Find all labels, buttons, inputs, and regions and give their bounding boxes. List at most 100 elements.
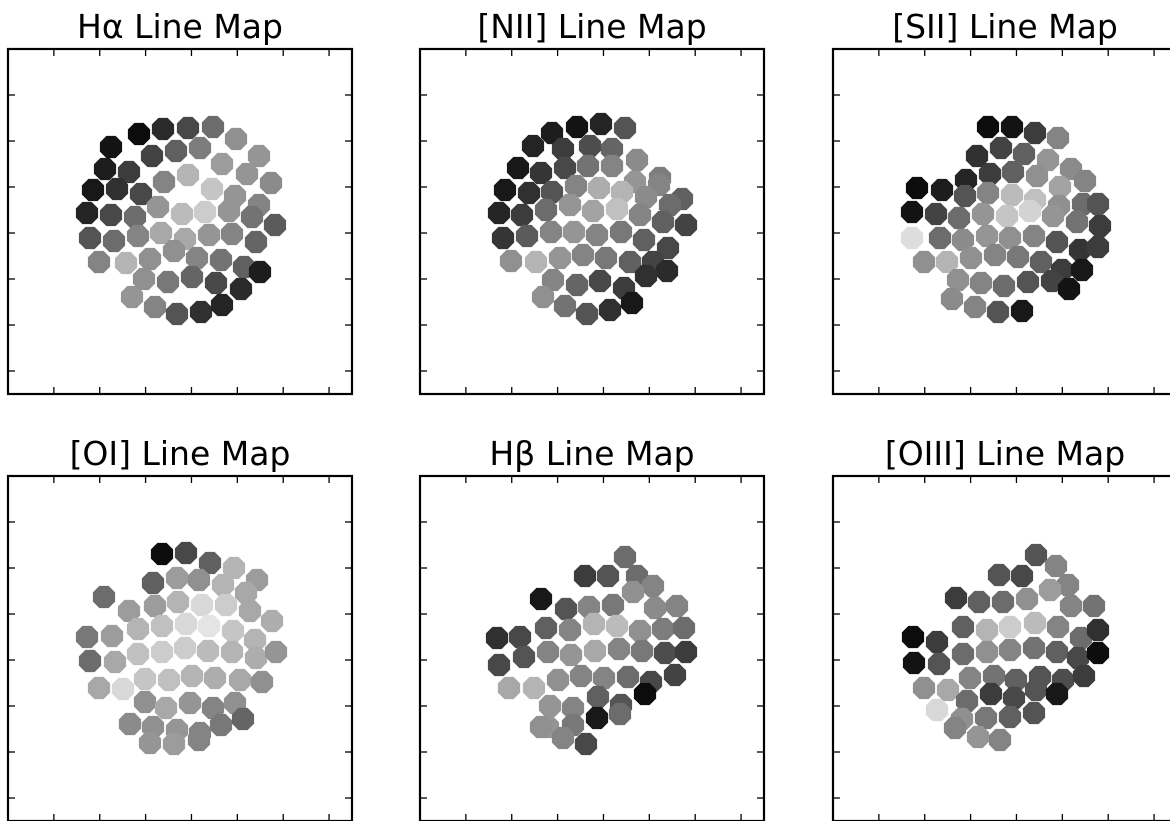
fiber-14	[259, 171, 283, 195]
fiber-49	[156, 270, 180, 294]
panel-title-oiii: [OIII] Line Map	[885, 434, 1125, 473]
fiber-12	[485, 626, 509, 650]
fiber-18	[628, 619, 652, 643]
fiber-47	[594, 246, 618, 270]
fiber-48	[132, 267, 156, 291]
fiber-14	[600, 154, 624, 178]
fiber-22	[174, 612, 198, 636]
fiber-48	[551, 726, 575, 750]
fiber-39	[244, 230, 268, 254]
fiber-9	[1038, 578, 1062, 602]
fiber-42	[250, 670, 274, 694]
fiber-1	[565, 115, 589, 139]
fiber-45	[178, 691, 202, 715]
fiber-26	[607, 637, 631, 661]
fiber-20	[672, 616, 696, 640]
fiber-6	[247, 144, 271, 168]
fiber-18	[976, 181, 1000, 205]
fiber-45	[983, 243, 1007, 267]
fiber-26	[146, 195, 170, 219]
fiber-6	[967, 590, 991, 614]
fiber-40	[609, 220, 633, 244]
fiber-28	[1066, 646, 1090, 670]
fiber-17	[605, 614, 629, 638]
fiber-58	[575, 302, 599, 326]
fiber-10	[978, 162, 1002, 186]
fiber-15	[558, 618, 582, 642]
fiber-24	[975, 640, 999, 664]
fiber-59	[1010, 299, 1034, 323]
fiber-29	[558, 193, 582, 217]
fiber-0	[540, 121, 564, 145]
fiber-29	[1018, 199, 1042, 223]
fiber-30	[240, 205, 264, 229]
fiber-28	[534, 198, 558, 222]
fiber-8	[625, 148, 649, 172]
fiber-27	[510, 203, 534, 227]
fiber-16	[930, 178, 954, 202]
fiber-10	[1059, 594, 1083, 618]
ticks-sii	[833, 49, 1155, 394]
fiber-27	[630, 639, 654, 663]
fiber-1	[1010, 564, 1034, 588]
fiber-4	[641, 574, 665, 598]
fiber-7	[93, 157, 117, 181]
fiber-23	[75, 201, 99, 225]
fiber-5	[551, 137, 575, 161]
fiber-32	[78, 226, 102, 250]
fiber-41	[1086, 235, 1110, 259]
fiber-48	[943, 716, 967, 740]
fiber-42	[1045, 682, 1069, 706]
fiber-20	[200, 177, 224, 201]
fiber-27	[971, 202, 995, 226]
fiber-11	[1001, 160, 1025, 184]
fiber-32	[628, 203, 652, 227]
fiber-10	[164, 139, 188, 163]
fiber-24	[221, 619, 245, 643]
fiber-10	[92, 585, 116, 609]
fiber-3	[613, 116, 637, 140]
fiber-43	[499, 249, 523, 273]
panel-title-sii: [SII] Line Map	[892, 7, 1118, 46]
fiber-43	[925, 698, 949, 722]
fiber-6	[554, 597, 578, 621]
fiber-28	[126, 642, 150, 666]
fiber-1	[596, 564, 620, 588]
fiber-19	[100, 624, 124, 648]
fiber-11	[665, 594, 689, 618]
fiber-29	[150, 640, 174, 664]
fiber-32	[546, 668, 570, 692]
fiber-31	[263, 213, 287, 237]
fiber-21	[564, 174, 588, 198]
fiber-22	[587, 176, 611, 200]
fiber-22	[927, 652, 951, 676]
fiber-17	[260, 609, 284, 633]
fiber-15	[81, 178, 105, 202]
fiber-map-oi	[75, 541, 288, 756]
fiber-31	[196, 639, 220, 663]
fiber-38	[562, 220, 586, 244]
fiber-34	[126, 224, 150, 248]
fiber-48	[618, 250, 642, 274]
fiber-20	[540, 180, 564, 204]
fiber-16	[238, 599, 262, 623]
fiber-31	[522, 676, 546, 700]
panel-title-hb: Hβ Line Map	[489, 434, 694, 473]
fiber-33	[651, 210, 675, 234]
fiber-14	[951, 615, 975, 639]
fiber-37	[663, 663, 687, 687]
fiber-map-nii	[487, 112, 698, 326]
fiber-40	[1068, 238, 1092, 262]
fiber-21	[150, 614, 174, 638]
fiber-13	[1048, 175, 1072, 199]
fiber-34	[674, 213, 698, 237]
fiber-41	[228, 668, 252, 692]
fiber-12	[143, 594, 167, 618]
panel-ha: Hα Line Map	[6, 7, 354, 396]
fiber-4	[965, 144, 989, 168]
fiber-44	[959, 246, 983, 270]
fiber-1	[1000, 115, 1024, 139]
fiber-13	[576, 154, 600, 178]
fiber-34	[928, 226, 952, 250]
fiber-37	[998, 226, 1022, 250]
